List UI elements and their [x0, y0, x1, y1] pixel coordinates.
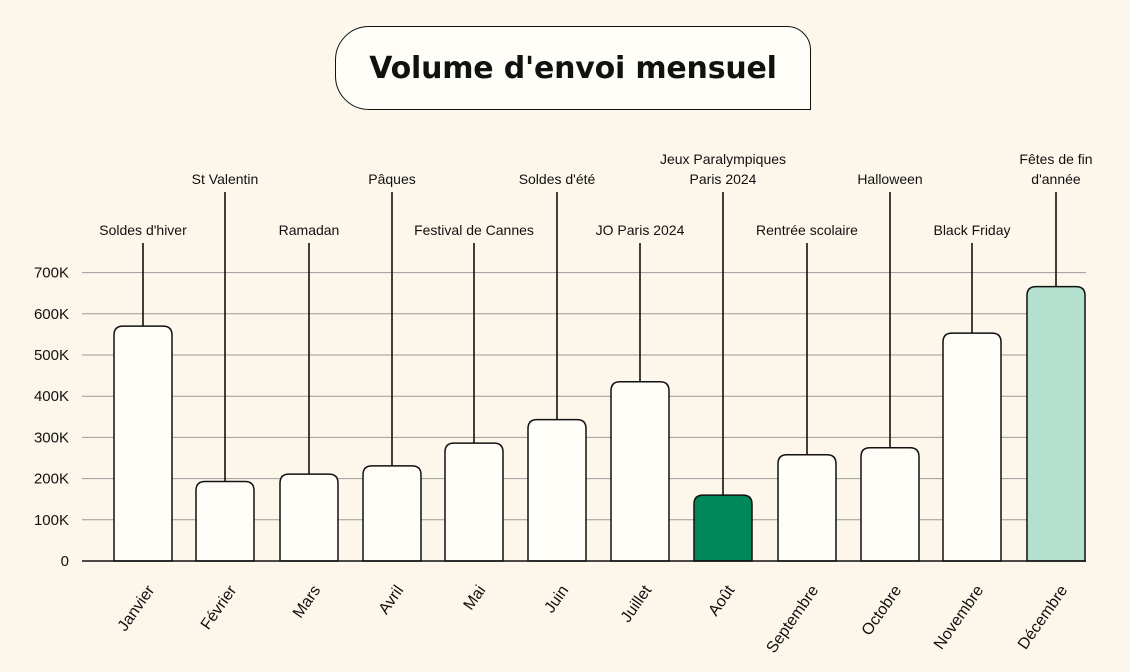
- x-tick-label: Février: [198, 582, 241, 633]
- bar: [113, 325, 173, 562]
- x-tick-label: Septembre: [763, 582, 822, 656]
- x-tick-label: Octobre: [859, 582, 906, 638]
- event-annotation: Rentrée scolaire: [756, 222, 858, 238]
- event-annotation: Festival de Cannes: [414, 222, 534, 238]
- y-tick-label: 300K: [34, 429, 69, 446]
- x-tick-label: Juin: [542, 583, 573, 617]
- x-tick-label: Janvier: [115, 582, 159, 635]
- y-tick-label: 700K: [34, 265, 69, 282]
- bar: [1026, 285, 1086, 562]
- bar: [279, 473, 339, 562]
- event-annotation: Jeux Paralympiques Paris 2024: [660, 151, 786, 187]
- bar: [942, 332, 1002, 562]
- y-tick-label: 200K: [34, 471, 69, 488]
- x-tick-label: Mars: [290, 583, 324, 622]
- bar: [777, 453, 837, 562]
- y-tick-label: 100K: [34, 512, 69, 529]
- x-tick-label: Avril: [376, 583, 408, 618]
- bar: [610, 381, 670, 562]
- bar: [693, 494, 753, 562]
- event-annotation: Fêtes de fin d'année: [1019, 151, 1092, 187]
- event-annotation: Ramadan: [279, 222, 340, 238]
- x-tick-label: Août: [705, 582, 738, 619]
- event-annotation: Halloween: [857, 171, 922, 187]
- y-tick-label: 0: [61, 553, 69, 570]
- y-tick-label: 500K: [34, 347, 69, 364]
- x-tick-label: Mai: [461, 583, 490, 614]
- event-annotation: Soldes d'été: [519, 171, 596, 187]
- chart-title-box: Volume d'envoi mensuel: [335, 26, 811, 110]
- bar: [362, 465, 422, 562]
- y-tick-label: 400K: [34, 388, 69, 405]
- event-annotation: Pâques: [368, 171, 415, 187]
- event-annotation: St Valentin: [192, 171, 259, 187]
- x-tick-label: Novembre: [931, 582, 987, 652]
- bar: [444, 442, 504, 562]
- event-annotation: Black Friday: [933, 222, 1010, 238]
- x-tick-label: Décembre: [1015, 582, 1071, 652]
- y-tick-label: 600K: [34, 306, 69, 323]
- chart-title: Volume d'envoi mensuel: [369, 50, 777, 86]
- bar: [195, 480, 255, 562]
- x-tick-label: Juillet: [618, 582, 656, 626]
- bar: [527, 418, 587, 562]
- event-annotation: Soldes d'hiver: [99, 222, 187, 238]
- bar: [860, 446, 920, 562]
- event-annotation: JO Paris 2024: [596, 222, 685, 238]
